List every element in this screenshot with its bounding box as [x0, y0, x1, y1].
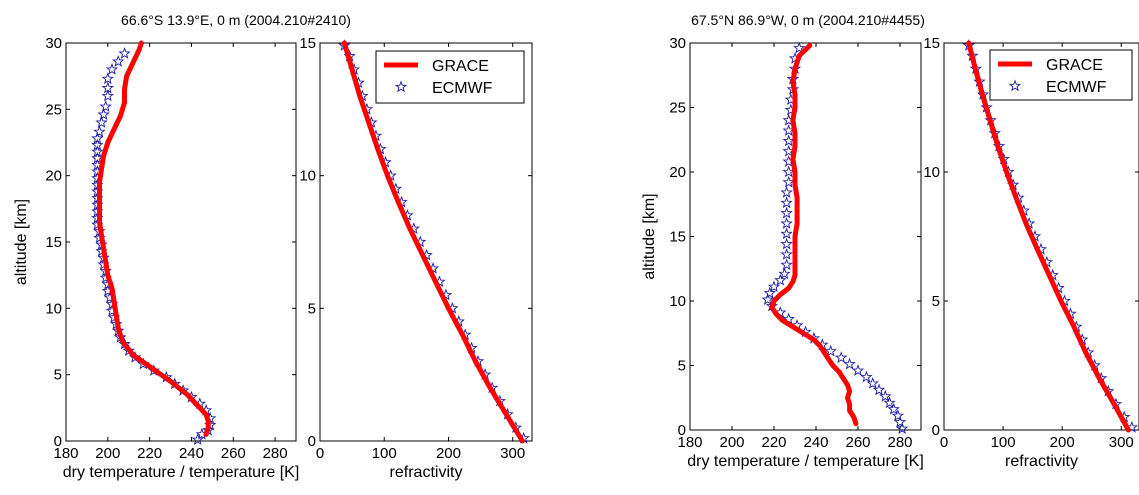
y-tick-label: 0 — [308, 433, 316, 450]
legend: GRACE ECMWF — [990, 50, 1132, 100]
y-tick-label: 10 — [299, 168, 316, 185]
x-tick-label: 100 — [991, 434, 1016, 451]
panel-2-title: 67.5°N 86.9°W, 0 m (2004.210#4455) — [691, 12, 925, 28]
x-tick-label: 240 — [803, 434, 828, 451]
x-tick-label: 300 — [1109, 434, 1134, 451]
legend-label: GRACE — [432, 58, 489, 75]
chart-panel-3: 180 200 220 240 260 280 0 5 10 15 20 25 30 dry temper… — [641, 35, 924, 470]
panel-1-title: 66.6°S 13.9°E, 0 m (2004.210#2410) — [121, 12, 351, 28]
x-tick-label: 240 — [179, 445, 204, 462]
x-tick-label: 200 — [719, 434, 744, 451]
x-tick-label: 280 — [263, 445, 288, 462]
y-tick-label: 0 — [678, 422, 686, 439]
y-tick-label: 5 — [54, 367, 62, 384]
x-tick-label: 0 — [316, 445, 324, 462]
y-axis-label: altitude [km] — [641, 193, 658, 279]
chart-panel-2: 0 100 200 300 0 5 10 15 refractivity GRACE ECMWF — [299, 35, 532, 481]
x-axis-label: dry temperature / temperature [K] — [687, 453, 924, 470]
legend: GRACE ECMWF — [376, 51, 524, 103]
x-tick-label: 100 — [372, 445, 397, 462]
x-tick-label: 200 — [1050, 434, 1075, 451]
x-axis-label: refractivity — [1005, 453, 1078, 470]
legend-label: GRACE — [1046, 57, 1103, 74]
x-tick-label: 220 — [761, 434, 786, 451]
y-axis-label: altitude [km] — [13, 199, 30, 285]
x-tick-label: 200 — [436, 445, 461, 462]
y-tick-label: 25 — [45, 101, 62, 118]
axes-frame — [690, 43, 921, 430]
y-tick-label: 5 — [932, 293, 940, 310]
legend-label: ECMWF — [432, 80, 493, 97]
chart-panel-1: 180 200 220 240 260 280 0 5 10 15 20 25 30 dry temper… — [13, 35, 299, 481]
y-tick-label: 10 — [669, 293, 686, 310]
y-tick-label: 15 — [923, 35, 940, 52]
y-tick-label: 15 — [45, 234, 62, 251]
x-tick-label: 300 — [500, 445, 525, 462]
x-axis-label: dry temperature / temperature [K] — [63, 464, 300, 481]
x-tick-label: 200 — [95, 445, 120, 462]
y-tick-label: 0 — [932, 422, 940, 439]
x-tick-label: 220 — [137, 445, 162, 462]
axes-frame — [944, 43, 1139, 430]
y-tick-label: 20 — [45, 168, 62, 185]
y-tick-label: 0 — [54, 433, 62, 450]
y-tick-label: 10 — [923, 164, 940, 181]
y-tick-label: 25 — [669, 100, 686, 117]
y-tick-label: 30 — [45, 35, 62, 52]
y-tick-label: 10 — [45, 300, 62, 317]
x-axis-label: refractivity — [390, 464, 463, 481]
chart-panel-4: 0 100 200 300 0 5 10 15 refractivity GRACE ECMWF — [923, 35, 1139, 470]
y-tick-label: 5 — [308, 300, 316, 317]
y-tick-label: 15 — [669, 229, 686, 246]
x-tick-label: 280 — [887, 434, 912, 451]
y-tick-label: 30 — [669, 35, 686, 52]
y-tick-label: 15 — [299, 35, 316, 52]
y-tick-label: 20 — [669, 164, 686, 181]
x-tick-label: 260 — [221, 445, 246, 462]
x-tick-label: 260 — [845, 434, 870, 451]
legend-label: ECMWF — [1046, 79, 1107, 96]
x-tick-label: 0 — [940, 434, 948, 451]
y-tick-label: 5 — [678, 358, 686, 375]
